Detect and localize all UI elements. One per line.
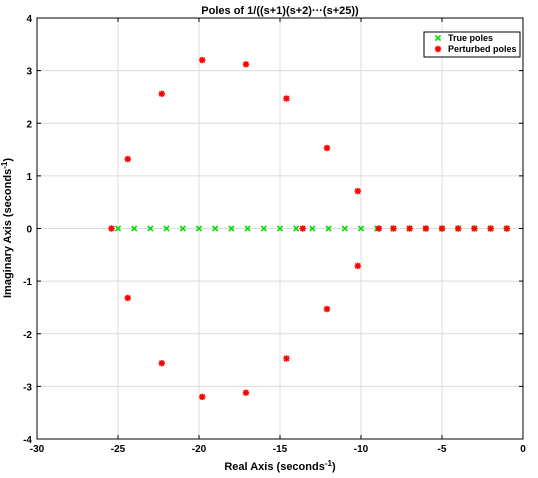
y-tick-label: 1 bbox=[26, 172, 32, 183]
perturbed-pole-point bbox=[199, 56, 206, 64]
y-tick-label: 3 bbox=[26, 67, 32, 78]
legend-label-perturbed-poles: Perturbed poles bbox=[448, 44, 517, 54]
perturbed-pole-point bbox=[323, 144, 331, 152]
y-tick-label: -1 bbox=[23, 277, 32, 288]
true-pole-point bbox=[244, 225, 251, 232]
true-pole-point bbox=[163, 225, 170, 232]
x-tick-label: -25 bbox=[111, 444, 126, 455]
true-pole-point bbox=[260, 225, 267, 232]
perturbed-pole-point bbox=[199, 393, 206, 401]
true-pole-point bbox=[195, 225, 203, 232]
legend: True poles Perturbed poles bbox=[423, 31, 521, 58]
y-tick-label: -3 bbox=[23, 382, 32, 393]
perturbed-pole-point bbox=[283, 355, 290, 362]
perturbed-pole-point bbox=[471, 225, 478, 232]
true-pole-point bbox=[114, 225, 122, 232]
x-tick-label: 0 bbox=[520, 444, 526, 455]
perturbed-pole-point bbox=[455, 225, 462, 232]
y-tick-label: 4 bbox=[26, 14, 32, 25]
x-tick-label: -30 bbox=[30, 444, 45, 455]
perturbed-pole-point bbox=[390, 225, 397, 232]
perturbed-pole-point bbox=[158, 90, 165, 97]
true-pole-point bbox=[357, 225, 365, 232]
chart-title: Poles of 1/((s+1)(s+2)···(s+25)) bbox=[201, 5, 359, 17]
true-pole-point bbox=[341, 225, 348, 232]
perturbed-pole-point bbox=[108, 225, 115, 232]
x-tick-label: -5 bbox=[438, 444, 447, 455]
true-pole-point bbox=[147, 225, 154, 232]
perturbed-pole-point bbox=[354, 187, 361, 195]
perturbed-pole-point bbox=[438, 225, 446, 232]
x-tick-label: -10 bbox=[354, 444, 369, 455]
perturbed-pole-point bbox=[406, 225, 413, 232]
perturbed-pole-point bbox=[242, 61, 250, 68]
y-tick-label: -4 bbox=[23, 435, 32, 446]
x-tick-label: -15 bbox=[273, 444, 288, 455]
perturbed-pole-point bbox=[299, 225, 306, 232]
y-axis-title-superscript: -1 bbox=[0, 161, 9, 169]
perturbed-pole-point bbox=[283, 95, 290, 102]
legend-marker-perturbed-poles bbox=[434, 45, 442, 53]
true-pole-point bbox=[325, 225, 332, 232]
y-axis-title: Imaginary Axis (seconds-1) bbox=[0, 158, 14, 298]
perturbed-pole-point bbox=[487, 225, 494, 232]
y-tick-label: 0 bbox=[26, 225, 32, 236]
perturbed-pole-point bbox=[323, 305, 331, 313]
perturbed-pole-point bbox=[242, 389, 250, 396]
true-pole-point bbox=[293, 225, 300, 232]
perturbed-pole-point bbox=[503, 225, 510, 232]
true-pole-point bbox=[309, 225, 316, 232]
true-pole-point bbox=[276, 225, 284, 232]
x-axis-title-superscript: -1 bbox=[325, 459, 333, 468]
legend-marker-true-poles bbox=[434, 34, 442, 42]
perturbed-pole-point bbox=[375, 225, 383, 232]
y-tick-label: -2 bbox=[23, 330, 32, 341]
true-pole-point bbox=[179, 225, 186, 232]
perturbed-pole-point bbox=[422, 225, 429, 232]
true-pole-point bbox=[131, 225, 138, 232]
legend-x-marker bbox=[434, 34, 442, 42]
perturbed-pole-point bbox=[158, 360, 165, 367]
true-pole-point bbox=[212, 225, 219, 232]
perturbed-pole-point bbox=[124, 155, 131, 163]
perturbed-pole-point bbox=[124, 294, 131, 302]
legend-label-true-poles: True poles bbox=[448, 33, 493, 43]
true-pole-point bbox=[228, 225, 235, 232]
y-tick-label: 2 bbox=[26, 119, 32, 130]
data-marks bbox=[108, 56, 510, 401]
x-axis-title: Real Axis (seconds-1) bbox=[224, 459, 336, 473]
legend-asterisk-marker bbox=[434, 45, 442, 53]
x-tick-label: -20 bbox=[192, 444, 207, 455]
perturbed-pole-point bbox=[354, 262, 361, 270]
